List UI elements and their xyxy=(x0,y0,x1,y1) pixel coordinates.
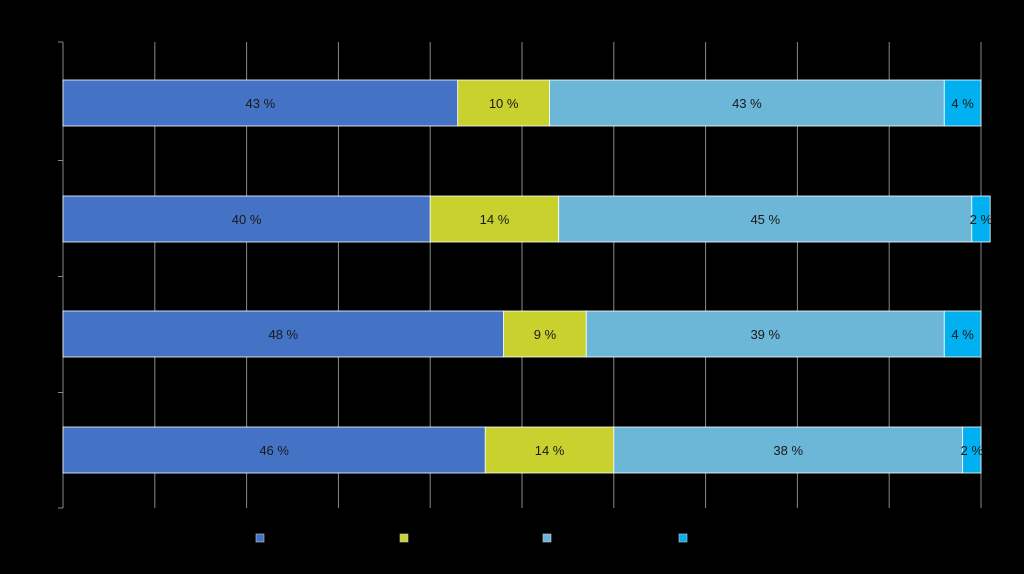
bar-segment xyxy=(62,310,505,358)
bar-segment xyxy=(549,79,945,127)
data-label: 48 % xyxy=(268,327,298,342)
bar-segment xyxy=(585,310,945,358)
bar-segment xyxy=(971,195,991,243)
bar-segment xyxy=(558,195,973,243)
data-label: 40 % xyxy=(232,212,262,227)
bars: 43 % 10 % 43 % 4 % 40 % 14 % 45 % 2 % 48 % 9 % 39 … xyxy=(62,79,993,474)
bar-segment xyxy=(962,426,982,474)
legend-swatch xyxy=(678,533,688,543)
legend-swatch xyxy=(399,533,409,543)
data-label: 43 % xyxy=(246,96,276,111)
data-label: 2 % xyxy=(970,212,993,227)
bar-segment xyxy=(943,310,982,358)
data-label: 38 % xyxy=(773,443,803,458)
data-label: 2 % xyxy=(961,443,984,458)
data-label: 45 % xyxy=(750,212,780,227)
bar-segment xyxy=(457,79,550,127)
bar-segment xyxy=(943,79,982,127)
data-label: 4 % xyxy=(951,327,974,342)
data-label: 46 % xyxy=(259,443,289,458)
bar-segment xyxy=(503,310,587,358)
y-axis xyxy=(58,41,64,509)
bar-segment xyxy=(484,426,615,474)
data-label: 14 % xyxy=(535,443,565,458)
bar-segment xyxy=(62,79,459,127)
data-label: 14 % xyxy=(480,212,510,227)
data-label: 39 % xyxy=(750,327,780,342)
bar-segment xyxy=(62,426,486,474)
data-label: 4 % xyxy=(951,96,974,111)
data-label: 10 % xyxy=(489,96,519,111)
data-label: 9 % xyxy=(534,327,557,342)
bar-segment xyxy=(429,195,560,243)
data-label: 43 % xyxy=(732,96,762,111)
legend-swatch xyxy=(542,533,552,543)
legend xyxy=(255,533,688,543)
bar-segment xyxy=(613,426,964,474)
legend-swatch xyxy=(255,533,265,543)
